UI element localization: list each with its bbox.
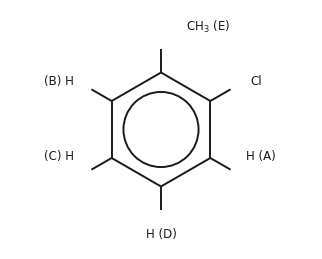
Text: (C) H: (C) H [44,150,74,163]
Text: Cl: Cl [251,75,262,88]
Text: H (A): H (A) [246,150,276,163]
Text: H (D): H (D) [146,228,176,241]
Text: CH$_3$ (E): CH$_3$ (E) [185,19,230,35]
Text: (B) H: (B) H [44,75,74,88]
